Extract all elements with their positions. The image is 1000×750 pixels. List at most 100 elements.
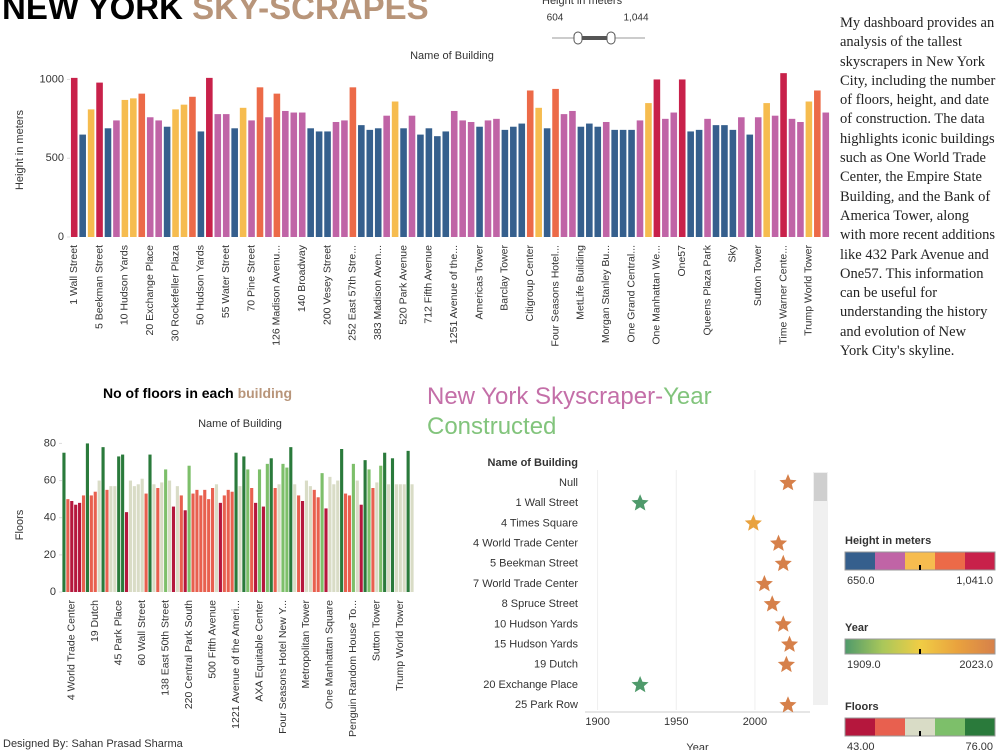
bar xyxy=(729,129,737,237)
x-tick-label: 50 Hudson Yards xyxy=(195,245,207,325)
title-part: building xyxy=(237,385,293,401)
bar xyxy=(619,129,627,237)
bar xyxy=(132,486,136,592)
x-tick-label: 1221 Avenue of the Ameri... xyxy=(230,600,242,729)
bar xyxy=(256,87,264,237)
bar xyxy=(281,463,285,592)
bar xyxy=(324,508,328,592)
bar xyxy=(222,114,230,237)
x-tick-label: Time Warner Cente... xyxy=(777,245,789,345)
x-tick-label: One Manhattan We... xyxy=(651,245,663,345)
x-axis-title: Year xyxy=(686,742,709,750)
bar xyxy=(130,98,137,237)
y-tick-label: 4 World Trade Center xyxy=(473,538,578,550)
legend-swatch xyxy=(965,552,995,570)
legend-swatch xyxy=(845,718,875,736)
bar xyxy=(476,126,483,237)
x-tick-label: 1 Wall Street xyxy=(68,245,80,305)
bar xyxy=(300,501,305,592)
point xyxy=(763,595,781,612)
x-tick-label: 5 Beekman Street xyxy=(93,245,105,329)
bar xyxy=(304,480,309,592)
x-tick-label: 45 Park Place xyxy=(112,600,124,666)
bar xyxy=(187,465,191,592)
bar xyxy=(738,117,745,237)
bar xyxy=(343,493,348,592)
bar xyxy=(308,486,312,592)
bar xyxy=(195,489,199,592)
x-tick-label: Barclay Tower xyxy=(499,244,511,310)
bar xyxy=(510,126,517,237)
bar xyxy=(315,131,323,237)
bar xyxy=(780,73,787,237)
bar xyxy=(248,120,255,237)
bar xyxy=(183,510,187,592)
bar xyxy=(189,96,196,237)
bar xyxy=(203,489,207,592)
bar xyxy=(552,88,559,237)
y-tick-label: 80 xyxy=(44,437,56,449)
x-tick-label: Citigroup Center xyxy=(524,244,536,321)
bar xyxy=(117,456,121,592)
y-tick-label: 5 Beekman Street xyxy=(490,558,578,570)
bar xyxy=(577,126,585,237)
bar xyxy=(611,129,618,237)
bar xyxy=(628,129,635,237)
bar xyxy=(290,112,298,237)
x-tick-label: 4 World Trade Center xyxy=(66,599,78,700)
y-tick-label: Null xyxy=(559,477,578,489)
bar xyxy=(197,131,205,237)
bar xyxy=(254,502,258,592)
bar xyxy=(155,120,162,237)
bar xyxy=(332,484,336,592)
bar xyxy=(250,488,254,592)
bar xyxy=(316,497,320,592)
filter-title: Height in meters xyxy=(542,0,623,7)
bar xyxy=(171,506,176,592)
bar xyxy=(543,128,551,237)
bar xyxy=(218,502,222,592)
point xyxy=(781,635,799,652)
bar xyxy=(297,495,301,592)
bar xyxy=(62,452,66,592)
x-tick-label: 712 Fifth Avenue xyxy=(423,245,435,324)
chart-title: No of floors in each building xyxy=(103,385,292,401)
x-tick-label: 252 East 57th Stre... xyxy=(347,245,359,341)
bar xyxy=(273,93,281,237)
legend-label: 650.0 xyxy=(847,575,875,587)
bar xyxy=(175,486,179,592)
bar xyxy=(374,128,382,237)
bar xyxy=(336,480,340,592)
y-axis-title: Height in meters xyxy=(14,109,26,190)
bar xyxy=(594,126,602,237)
bar xyxy=(391,101,399,238)
y-tick-label: 40 xyxy=(44,512,56,524)
bar xyxy=(113,486,117,592)
bar xyxy=(109,486,113,592)
y-tick-label: 0 xyxy=(50,586,56,598)
y-axis-title: Name of Building xyxy=(488,457,578,469)
bar xyxy=(163,126,171,237)
y-tick-label: 60 xyxy=(44,474,56,486)
bar xyxy=(239,107,247,238)
bar xyxy=(146,117,154,237)
title-part: No of floors in each xyxy=(103,385,234,401)
y-axis-title: Floors xyxy=(14,509,26,540)
bar xyxy=(814,90,821,237)
y-tick-label: 20 xyxy=(44,549,56,561)
bar xyxy=(289,447,293,592)
point xyxy=(777,655,795,673)
x-tick-label: One Manhattan Square xyxy=(324,600,336,709)
bar xyxy=(788,118,796,237)
x-tick-label: 520 Park Avenue xyxy=(397,245,409,325)
bar xyxy=(104,128,112,237)
y-tick-label: 25 Park Row xyxy=(515,699,578,711)
x-tick-label: 1950 xyxy=(664,716,688,728)
bar xyxy=(242,456,246,592)
bar xyxy=(207,499,211,592)
bar xyxy=(160,482,164,592)
bar xyxy=(390,458,395,592)
slider-handle xyxy=(606,31,616,45)
bar xyxy=(79,134,86,237)
scrollbar-thumb[interactable] xyxy=(814,473,827,501)
